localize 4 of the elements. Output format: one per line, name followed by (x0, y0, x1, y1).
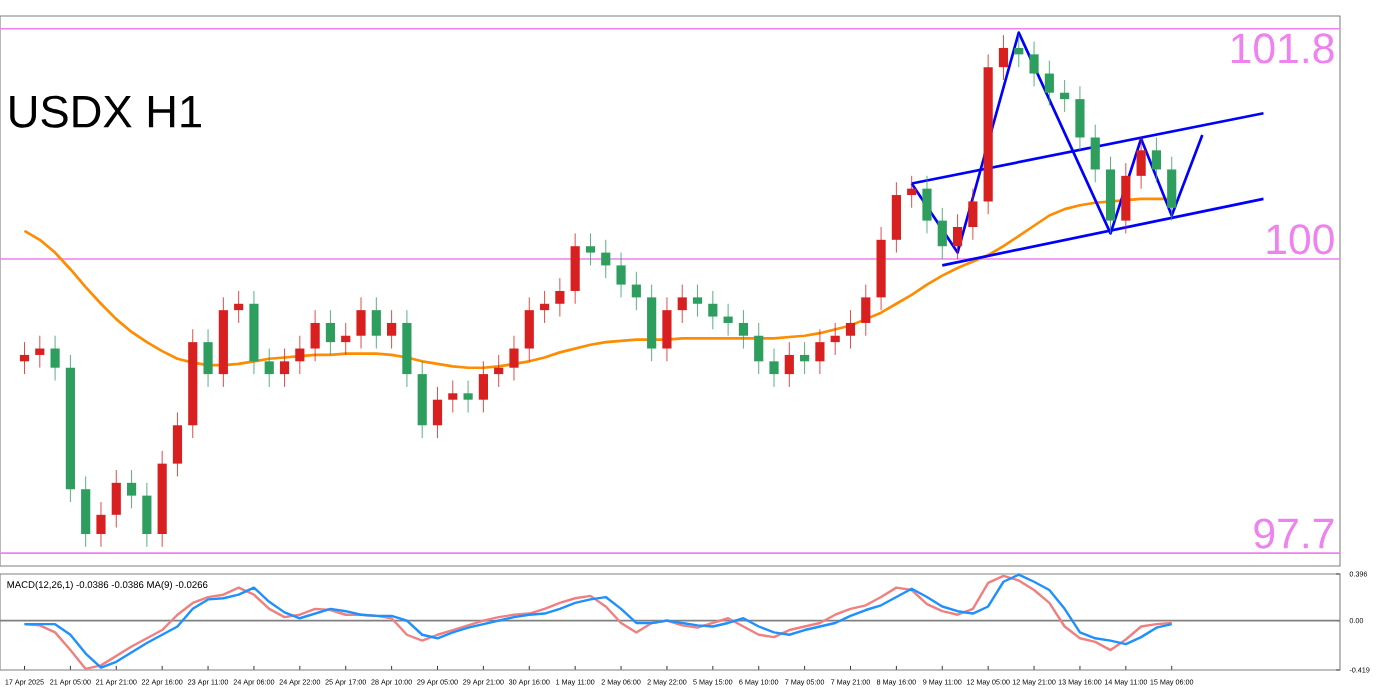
ref-line-label: 97.7 (1254, 518, 1334, 549)
ref-line-label: 101.8 (1231, 33, 1334, 64)
ref-line-label: 100 (1267, 224, 1334, 255)
text: USDX H1 (10, 95, 201, 128)
